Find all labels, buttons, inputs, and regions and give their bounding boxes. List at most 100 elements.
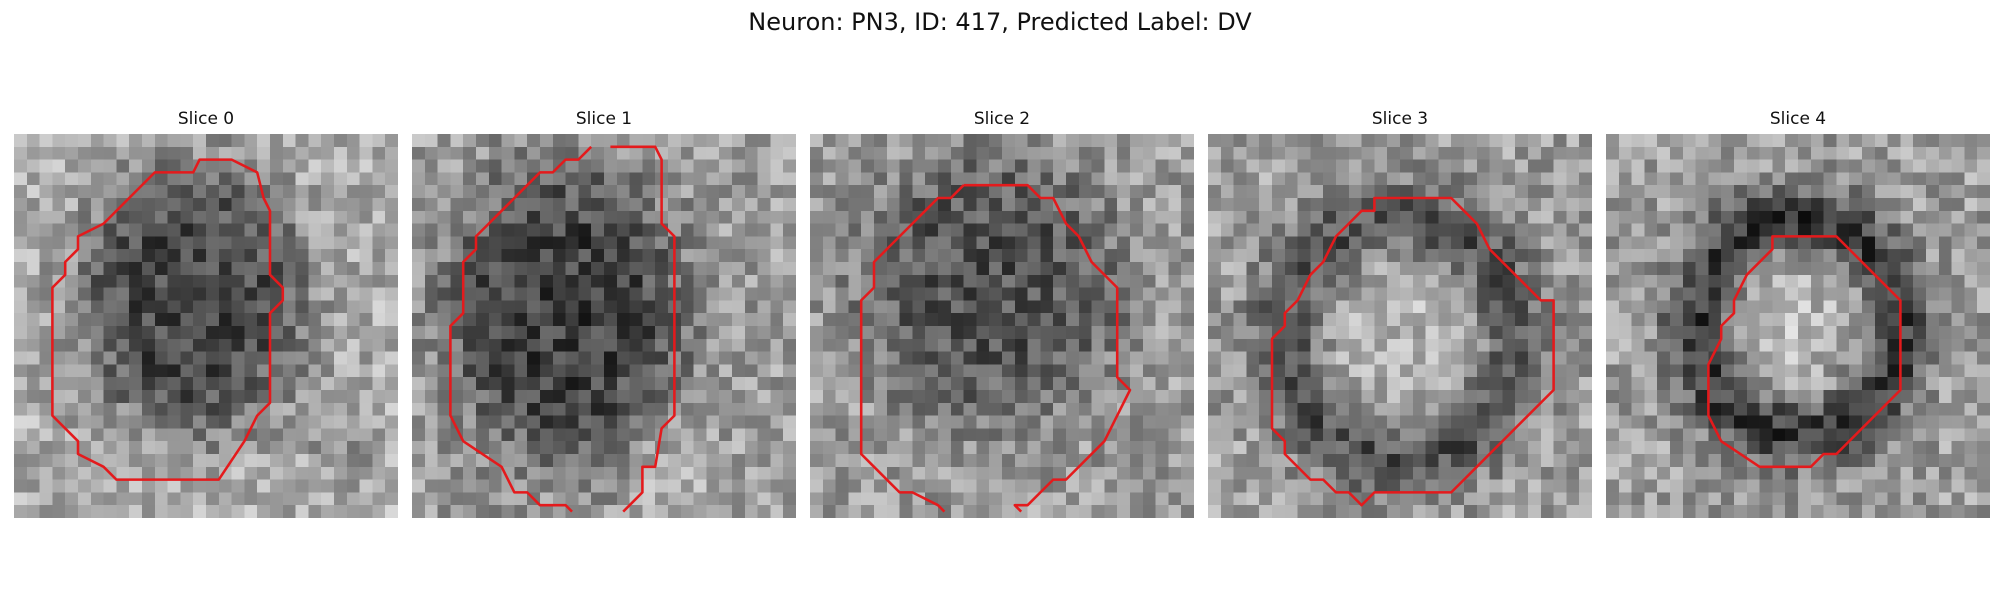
pixel (78, 351, 92, 365)
pixel (39, 441, 53, 455)
pixel (719, 428, 733, 442)
pixel (783, 300, 796, 314)
pixel (116, 479, 130, 493)
pixel (1938, 159, 1952, 173)
pixel (1746, 274, 1760, 288)
pixel (770, 249, 784, 263)
pixel (1438, 351, 1452, 365)
pixel (810, 134, 824, 148)
pixel (706, 249, 720, 263)
pixel (1272, 351, 1286, 365)
pixel (206, 313, 220, 327)
pixel (1887, 262, 1901, 276)
pixel (1412, 402, 1426, 416)
pixel (668, 146, 682, 160)
pixel (655, 287, 669, 301)
pixel (1579, 364, 1592, 378)
pixel (1002, 492, 1016, 506)
pixel (1862, 236, 1876, 250)
pixel (963, 351, 977, 365)
pixel (912, 236, 926, 250)
pixel (527, 505, 541, 518)
pixel (244, 249, 258, 263)
pixel (1284, 390, 1298, 404)
pixel (321, 300, 335, 314)
pixel (1066, 159, 1080, 173)
pixel (1027, 441, 1041, 455)
pixel (810, 249, 824, 263)
pixel (886, 441, 900, 455)
pixel (90, 134, 104, 148)
pixel (1657, 505, 1671, 518)
pixel (732, 185, 746, 199)
pixel (1734, 249, 1748, 263)
pixel (1785, 492, 1799, 506)
pixel (308, 134, 322, 148)
pixel (1451, 415, 1465, 429)
pixel (14, 134, 28, 148)
pixel (1130, 287, 1144, 301)
pixel (1142, 262, 1156, 276)
pixel (1142, 223, 1156, 237)
pixel (193, 351, 207, 365)
pixel (1425, 210, 1439, 224)
pixel (565, 236, 579, 250)
pixel (1682, 146, 1696, 160)
pixel (861, 505, 875, 518)
pixel (1259, 466, 1273, 480)
pixel (655, 351, 669, 365)
pixel (359, 441, 373, 455)
pixel (963, 390, 977, 404)
pixel (488, 428, 502, 442)
pixel (1040, 351, 1054, 365)
pixel (1323, 402, 1337, 416)
pixel (629, 146, 643, 160)
pixel (1400, 210, 1414, 224)
pixel (578, 466, 592, 480)
pixel (693, 134, 707, 148)
pixel (1336, 236, 1350, 250)
pixel (78, 172, 92, 186)
pixel (1297, 441, 1311, 455)
pixel (1938, 198, 1952, 212)
pixel (810, 274, 824, 288)
pixel (1951, 454, 1965, 468)
pixel (437, 364, 451, 378)
pixel (1489, 390, 1503, 404)
pixel (1323, 287, 1337, 301)
pixel (1066, 274, 1080, 288)
pixel (1066, 479, 1080, 493)
pixel (642, 134, 656, 148)
pixel (629, 441, 643, 455)
pixel (1951, 390, 1965, 404)
pixel (1746, 249, 1760, 263)
pixel (1964, 223, 1978, 237)
pixel (1002, 428, 1016, 442)
pixel (642, 313, 656, 327)
pixel (757, 326, 771, 340)
pixel (514, 441, 528, 455)
pixel (1117, 210, 1131, 224)
pixel (1874, 185, 1888, 199)
pixel (874, 492, 888, 506)
pixel (912, 377, 926, 391)
pixel (1785, 262, 1799, 276)
pixel (1631, 415, 1645, 429)
pixel (693, 390, 707, 404)
pixel (1361, 159, 1375, 173)
pixel (732, 415, 746, 429)
pixel (270, 326, 284, 340)
pixel (1246, 390, 1260, 404)
pixel (783, 326, 796, 340)
pixel (450, 390, 464, 404)
pixel (1515, 364, 1529, 378)
pixel (1400, 185, 1414, 199)
pixel (527, 262, 541, 276)
pixel (1862, 390, 1876, 404)
pixel (14, 300, 28, 314)
pixel (1977, 390, 1990, 404)
pixel (295, 287, 309, 301)
pixel (1208, 428, 1222, 442)
pixel (1502, 146, 1516, 160)
pixel (1785, 249, 1799, 263)
